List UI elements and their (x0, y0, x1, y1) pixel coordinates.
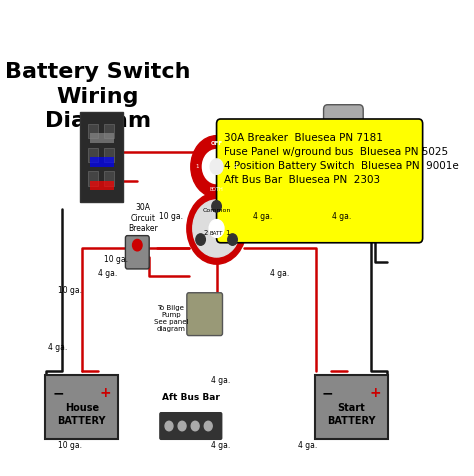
Bar (90, 157, 114, 167)
Text: 1: 1 (195, 164, 199, 169)
Text: 4 ga.: 4 ga. (211, 441, 230, 449)
Text: 2: 2 (203, 230, 208, 236)
FancyBboxPatch shape (217, 119, 423, 243)
Circle shape (334, 183, 353, 207)
FancyBboxPatch shape (46, 375, 118, 439)
Text: 10 ga.: 10 ga. (58, 441, 82, 449)
Bar (88, 124, 98, 138)
FancyBboxPatch shape (187, 293, 222, 336)
Circle shape (133, 239, 142, 251)
Text: BATT: BATT (210, 231, 223, 236)
Circle shape (193, 200, 240, 257)
Text: OFF: OFF (210, 141, 223, 146)
Circle shape (212, 201, 221, 212)
Text: 4 ga.: 4 ga. (98, 269, 117, 278)
Text: 4 ga.: 4 ga. (332, 212, 351, 221)
Text: 4 ga.: 4 ga. (270, 269, 290, 278)
Bar (90, 181, 114, 190)
Text: To Bilge
Pump
See panel
diagram: To Bilge Pump See panel diagram (154, 306, 188, 332)
Text: 4 ga.: 4 ga. (211, 377, 230, 385)
Circle shape (228, 234, 237, 245)
Circle shape (204, 421, 212, 431)
FancyBboxPatch shape (324, 105, 363, 167)
Bar (104, 171, 114, 186)
FancyBboxPatch shape (160, 413, 222, 439)
FancyBboxPatch shape (315, 375, 388, 439)
Text: 30A
Circuit
Breaker: 30A Circuit Breaker (128, 203, 158, 233)
FancyBboxPatch shape (126, 236, 149, 269)
Text: 4 ga.: 4 ga. (253, 212, 272, 221)
Text: 10 ga.: 10 ga. (159, 212, 183, 221)
FancyBboxPatch shape (80, 112, 123, 202)
Bar (104, 124, 114, 138)
Circle shape (196, 234, 205, 245)
Text: BOTH: BOTH (210, 187, 223, 192)
Text: 10 ga.: 10 ga. (103, 255, 128, 264)
Text: Start
BATTERY: Start BATTERY (327, 403, 375, 426)
Circle shape (187, 193, 246, 264)
Text: House
BATTERY: House BATTERY (57, 403, 106, 426)
Circle shape (165, 421, 173, 431)
Text: −: − (52, 387, 64, 400)
Bar (88, 171, 98, 186)
Circle shape (209, 219, 224, 238)
Text: Common: Common (202, 208, 231, 213)
Circle shape (210, 159, 223, 174)
Circle shape (191, 421, 199, 431)
FancyBboxPatch shape (329, 155, 357, 202)
Text: −: − (322, 387, 333, 400)
Text: 30A Breaker  Bluesea PN 7181
Fuse Panel w/ground bus  Bluesea PN 5025
4 Position: 30A Breaker Bluesea PN 7181 Fuse Panel w… (225, 133, 459, 185)
Text: 4 ga.: 4 ga. (48, 343, 68, 352)
Circle shape (202, 149, 231, 184)
Text: Aft Bus Bar: Aft Bus Bar (162, 393, 220, 402)
Text: +: + (369, 387, 381, 400)
Circle shape (191, 136, 242, 198)
Bar (104, 148, 114, 162)
Circle shape (178, 421, 186, 431)
Text: Battery Switch
Wiring
Diagram: Battery Switch Wiring Diagram (5, 62, 191, 131)
Text: 2: 2 (234, 164, 237, 169)
Text: 10 ga.: 10 ga. (58, 286, 82, 295)
Text: 4 ga.: 4 ga. (298, 441, 317, 449)
Bar (90, 133, 114, 143)
Bar (88, 148, 98, 162)
Text: +: + (100, 387, 111, 400)
Text: 1: 1 (226, 230, 230, 236)
